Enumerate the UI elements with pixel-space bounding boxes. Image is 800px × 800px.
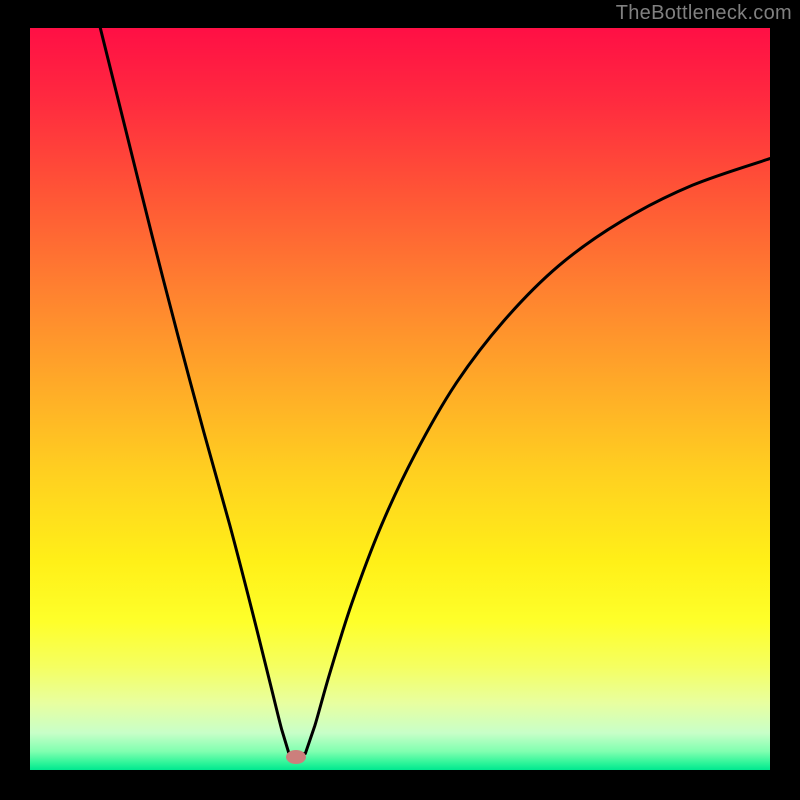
watermark-text: TheBottleneck.com	[616, 2, 792, 25]
plot-area	[30, 28, 770, 770]
chart-container: TheBottleneck.com	[0, 0, 800, 800]
minimum-marker	[286, 750, 306, 764]
bottleneck-curve	[30, 28, 770, 770]
